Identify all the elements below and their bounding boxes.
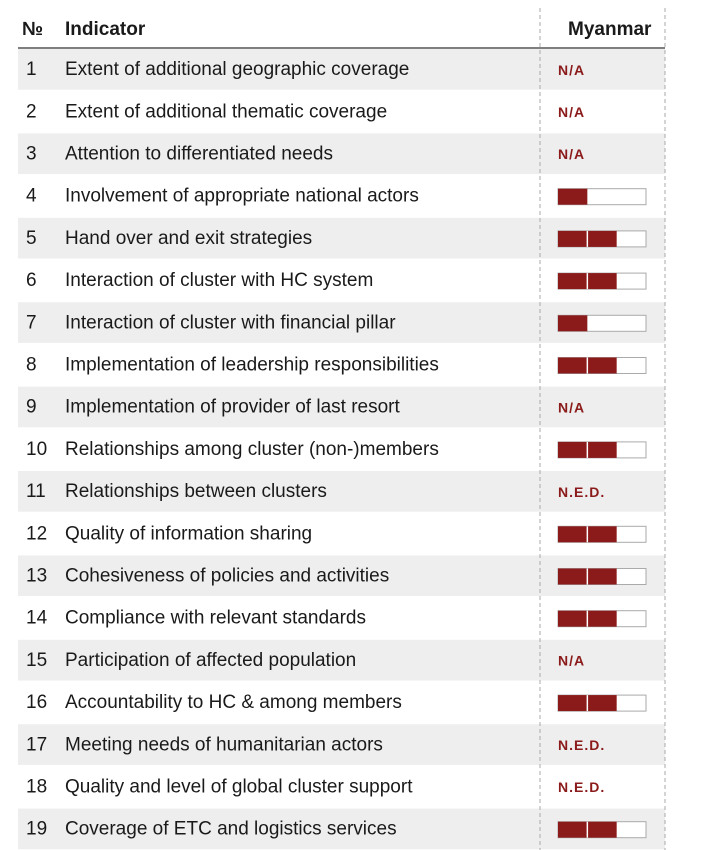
row-indicator: Implementation of leadership responsibil… bbox=[65, 355, 439, 376]
rating-text: N/A bbox=[558, 104, 585, 120]
rating-text: N.E.D. bbox=[558, 484, 605, 500]
rating-text: N/A bbox=[558, 146, 585, 162]
row-indicator: Quality and level of global cluster supp… bbox=[65, 777, 413, 798]
rating-text: N.E.D. bbox=[558, 779, 605, 795]
row-number: 8 bbox=[26, 355, 37, 376]
row-indicator: Quality of information sharing bbox=[65, 523, 312, 544]
row-number: 6 bbox=[26, 270, 37, 291]
row-number: 13 bbox=[26, 566, 47, 587]
row-indicator: Compliance with relevant standards bbox=[65, 608, 366, 629]
header-indicator: Indicator bbox=[65, 19, 146, 40]
rating-bar bbox=[558, 188, 588, 205]
row-indicator: Interaction of cluster with HC system bbox=[65, 270, 373, 291]
row-indicator: Involvement of appropriate national acto… bbox=[65, 186, 419, 207]
row-indicator: Relationships among cluster (non-)member… bbox=[65, 439, 439, 460]
row-number: 19 bbox=[26, 819, 47, 840]
rating-text: N.E.D. bbox=[558, 737, 605, 753]
row-band bbox=[18, 639, 665, 681]
row-number: 11 bbox=[26, 481, 46, 502]
row-number: 17 bbox=[26, 734, 47, 755]
header-number: № bbox=[22, 19, 43, 40]
row-band bbox=[18, 217, 665, 259]
row-number: 5 bbox=[26, 228, 37, 249]
row-indicator: Meeting needs of humanitarian actors bbox=[65, 734, 383, 755]
row-indicator: Attention to differentiated needs bbox=[65, 144, 333, 165]
row-number: 7 bbox=[26, 312, 37, 333]
row-band bbox=[18, 471, 665, 512]
row-indicator: Relationships between clusters bbox=[65, 481, 327, 502]
row-number: 15 bbox=[26, 650, 47, 671]
row-indicator: Hand over and exit strategies bbox=[65, 228, 312, 249]
row-number: 18 bbox=[26, 777, 47, 798]
row-indicator: Extent of additional thematic coverage bbox=[65, 101, 387, 122]
row-number: 10 bbox=[26, 439, 47, 460]
rating-text: N/A bbox=[558, 62, 585, 78]
row-band bbox=[18, 133, 665, 175]
row-number: 4 bbox=[26, 186, 37, 207]
row-indicator: Accountability to HC & among members bbox=[65, 692, 402, 713]
row-indicator: Interaction of cluster with financial pi… bbox=[65, 312, 396, 333]
row-indicator: Cohesiveness of policies and activities bbox=[65, 566, 389, 587]
row-number: 16 bbox=[26, 692, 47, 713]
row-indicator: Extent of additional geographic coverage bbox=[65, 59, 409, 80]
row-band bbox=[18, 555, 665, 597]
row-band bbox=[18, 724, 665, 765]
row-band bbox=[18, 302, 665, 343]
row-band bbox=[18, 386, 665, 428]
header-bg bbox=[0, 0, 707, 48]
row-number: 9 bbox=[26, 397, 37, 418]
row-band bbox=[18, 808, 665, 850]
row-indicator: Coverage of ETC and logistics services bbox=[65, 819, 397, 840]
row-indicator: Participation of affected population bbox=[65, 650, 356, 671]
row-number: 2 bbox=[26, 101, 37, 122]
rating-text: N/A bbox=[558, 653, 585, 669]
row-number: 12 bbox=[26, 523, 47, 544]
rating-text: N/A bbox=[558, 399, 585, 415]
rating-bar bbox=[558, 315, 588, 332]
row-number: 14 bbox=[26, 608, 48, 629]
row-band bbox=[18, 49, 665, 90]
row-number: 1 bbox=[26, 59, 37, 80]
row-indicator: Implementation of provider of last resor… bbox=[65, 397, 400, 418]
row-number: 3 bbox=[26, 144, 37, 165]
header-country: Myanmar bbox=[568, 19, 652, 40]
